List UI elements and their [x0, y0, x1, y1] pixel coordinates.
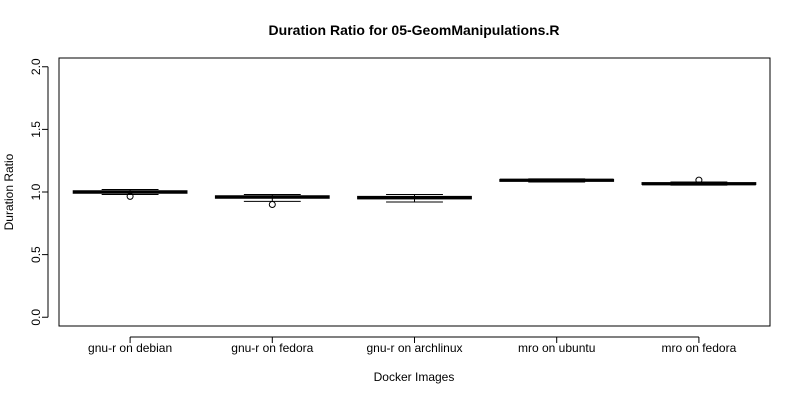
x-tick-label: gnu-r on fedora	[231, 341, 313, 355]
box-4	[499, 178, 615, 183]
x-tick-label: mro on fedora	[662, 341, 737, 355]
y-tick-label: 1.5	[29, 121, 43, 138]
box-1	[72, 188, 188, 200]
y-axis: 0.0 0.5 1.0 1.5 2.0	[29, 58, 49, 326]
y-tick-label: 1.0	[29, 183, 43, 200]
y-tick-label: 0.0	[29, 309, 43, 326]
chart-title: Duration Ratio for 05-GeomManipulations.…	[269, 22, 560, 38]
outlier-point	[126, 192, 134, 200]
x-tick-label: gnu-r on debian	[88, 341, 172, 355]
x-axis-label: Docker Images	[374, 370, 455, 384]
y-tick-label: 0.5	[29, 246, 43, 263]
x-tick-label: gnu-r on archlinux	[366, 341, 462, 355]
x-axis: gnu-r on debian gnu-r on fedora gnu-r on a…	[88, 336, 737, 355]
box-3	[357, 194, 472, 203]
box-2	[214, 194, 330, 209]
outlier-point	[268, 201, 276, 209]
outlier-point	[695, 176, 703, 184]
plot-frame	[58, 57, 771, 327]
box-series	[72, 176, 757, 209]
box-5	[641, 176, 757, 186]
y-axis-label: Duration Ratio	[2, 153, 16, 230]
y-tick-label: 2.0	[29, 58, 43, 75]
x-tick-label: mro on ubuntu	[518, 341, 595, 355]
